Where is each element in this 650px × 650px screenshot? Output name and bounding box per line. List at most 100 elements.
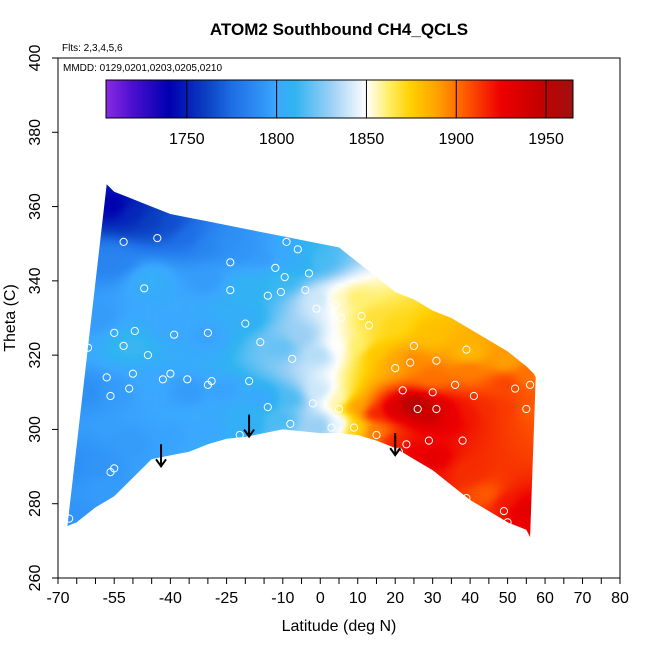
sample-point [286, 419, 295, 428]
sample-point [140, 284, 149, 293]
y-tick-label: 320 [27, 342, 44, 369]
sample-point [130, 326, 139, 336]
dates-annotation: MMDD: 0129,0201,0203,0205,0210 [63, 63, 222, 74]
sample-point [413, 404, 422, 414]
sample-point [158, 375, 167, 384]
chart-title: ATOM2 Southbound CH4_QCLS [210, 20, 468, 39]
x-tick-label: 40 [461, 590, 479, 607]
colorbar-tick-label: 1950 [528, 131, 564, 148]
sample-point [304, 269, 314, 278]
arrow [243, 414, 255, 439]
sample-point [432, 356, 441, 365]
sample-point [280, 273, 289, 282]
x-tick-label: -40 [159, 590, 182, 607]
y-tick-label: 380 [27, 119, 44, 146]
y-tick-label: 260 [27, 565, 44, 592]
sample-point [203, 380, 212, 389]
sample-point [226, 258, 235, 267]
sample-point [63, 466, 72, 475]
sample-point [263, 291, 272, 300]
x-tick-label: -70 [46, 590, 69, 607]
sample-point [522, 404, 531, 414]
sample-point [469, 391, 478, 401]
sample-point [170, 330, 179, 339]
sample-point [271, 263, 280, 272]
x-tick-label: 50 [499, 590, 517, 607]
sample-point [349, 423, 359, 432]
sample-point [102, 373, 111, 382]
sample-point [391, 364, 400, 373]
x-tick-label: 0 [316, 590, 325, 607]
sample-point [226, 286, 235, 295]
sample-point [166, 369, 175, 378]
x-tick-label: 30 [424, 590, 442, 607]
sample-point [110, 328, 119, 337]
colorbar-tick-label: 1800 [259, 131, 295, 148]
sample-point [331, 300, 340, 310]
arrows [155, 414, 402, 469]
sample-point [125, 488, 134, 497]
y-tick-label: 400 [27, 45, 44, 72]
sample-point [293, 245, 302, 254]
x-tick-label: -55 [103, 590, 126, 607]
sample-point [235, 430, 244, 440]
colorbar-tick-lines [186, 80, 547, 118]
colorbar: 1750 1800 1850 1900 1950 [105, 79, 574, 148]
sample-point [432, 404, 441, 414]
sample-point [462, 345, 471, 354]
sample-point [312, 304, 321, 313]
colorbar-tick-label: 1850 [349, 131, 385, 148]
x-tick-label: 70 [574, 590, 592, 607]
x-tick-label: 80 [611, 590, 629, 607]
sample-point [499, 507, 508, 516]
y-tick-label: 300 [27, 416, 44, 443]
x-axis: -70 -55 -40 -25 -10 0 10 20 30 40 50 60 70 80 [46, 578, 629, 607]
y-axis: 260 280 300 320 340 360 380 400 [27, 45, 58, 592]
sample-point [153, 234, 162, 243]
sample-point [451, 380, 460, 389]
sample-point [125, 384, 134, 393]
flights-annotation: Flts: 2,3,4,5,6 [62, 43, 123, 54]
y-axis-label: Theta (C) [2, 284, 19, 352]
sample-point [65, 514, 74, 523]
colorbar-tick-labels: 1750 1800 1850 1900 1950 [169, 131, 564, 148]
sample-point [128, 369, 137, 378]
sample-point [256, 338, 265, 347]
sample-points [63, 234, 535, 527]
sample-point [72, 336, 81, 345]
y-tick-label: 280 [27, 490, 44, 517]
sample-point [364, 321, 374, 330]
sample-point [334, 404, 344, 414]
sample-point [203, 328, 212, 337]
colorbar-gradient [106, 80, 573, 118]
sample-point [526, 380, 535, 389]
sample-point [143, 351, 152, 360]
x-tick-label: 20 [386, 590, 404, 607]
sample-point [327, 423, 336, 432]
sample-point [276, 287, 285, 297]
sample-point [402, 440, 411, 449]
sample-point [398, 386, 407, 395]
sample-point [424, 436, 433, 445]
colorbar-tick-label: 1900 [438, 131, 474, 148]
sample-point [510, 384, 520, 393]
sample-point [308, 399, 317, 408]
x-tick-label: -10 [271, 590, 294, 607]
sample-point [106, 391, 115, 401]
sample-point [245, 377, 254, 386]
arrow [389, 433, 402, 457]
x-axis-label: Latitude (deg N) [282, 618, 397, 635]
sample-point [336, 313, 345, 323]
sample-point [458, 436, 467, 445]
colorbar-tick-label: 1750 [169, 131, 205, 148]
x-tick-label: -25 [215, 590, 238, 607]
y-tick-label: 340 [27, 267, 44, 294]
sample-point [372, 430, 381, 440]
sample-point [409, 341, 418, 350]
sample-point [462, 494, 471, 503]
sample-point [119, 341, 128, 350]
x-tick-label: 60 [536, 590, 554, 607]
sample-point [428, 388, 437, 397]
sample-point [183, 375, 192, 384]
